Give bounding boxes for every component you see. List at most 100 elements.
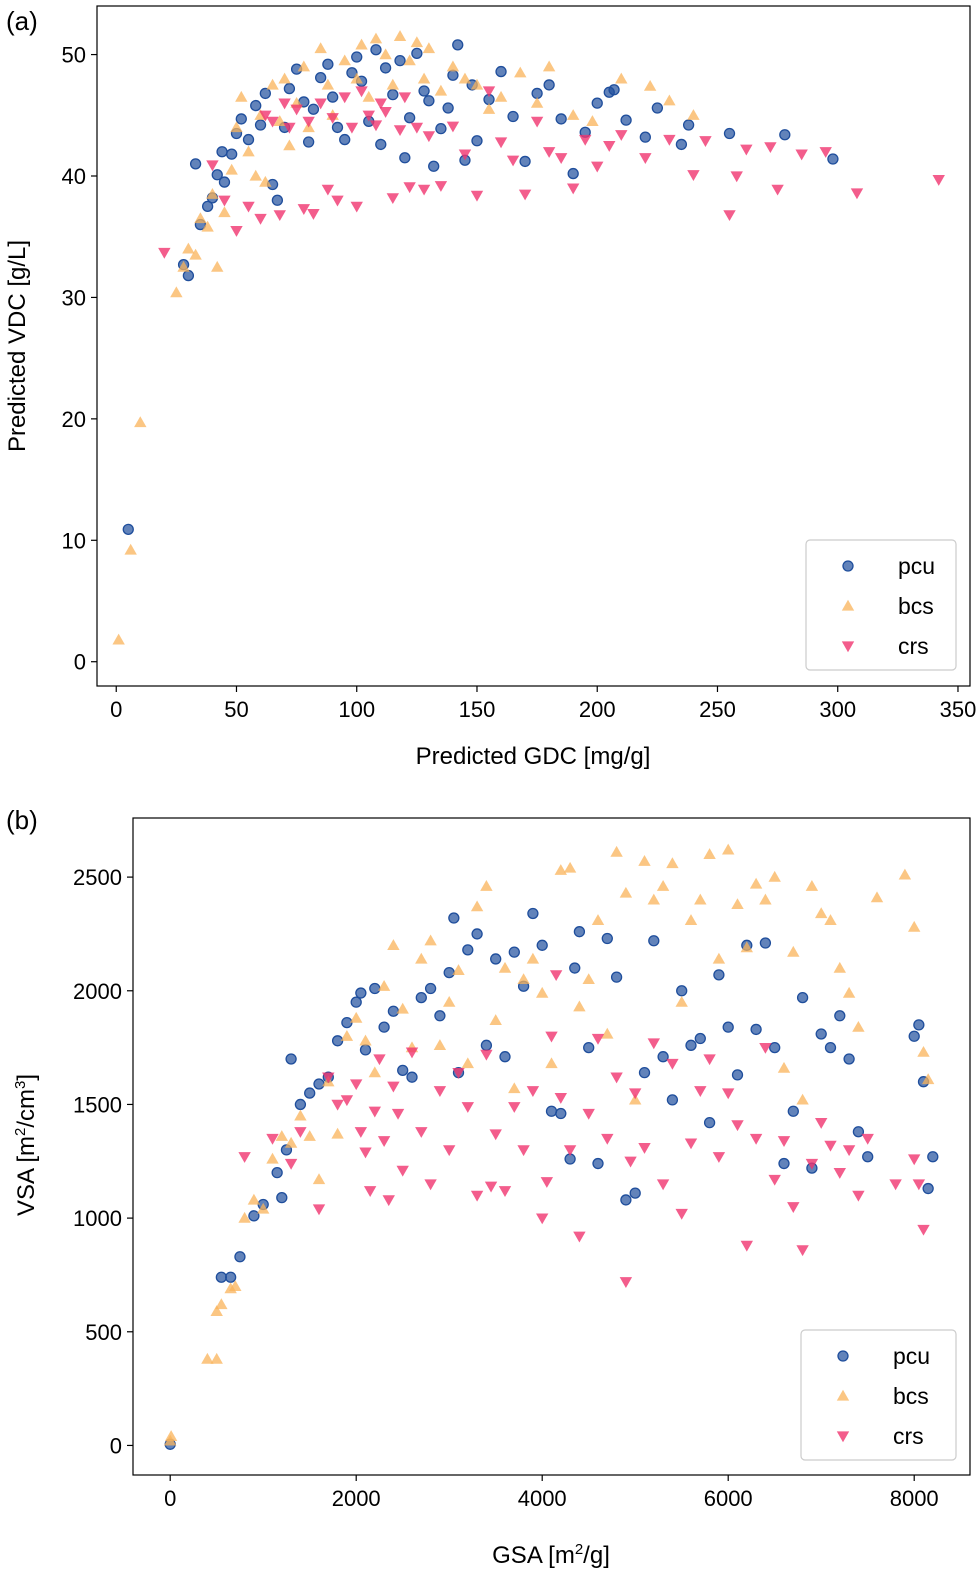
data-point-bcs: [422, 42, 436, 54]
data-point-crs: [764, 142, 777, 154]
data-point-pcu: [675, 138, 688, 151]
data-point-crs: [340, 1095, 354, 1107]
x-axis-label-b: GSA [m2/g]: [492, 1541, 610, 1569]
legend-b: pcu bcs crs: [800, 1329, 957, 1461]
data-point-crs: [508, 1102, 521, 1113]
data-point-crs: [506, 155, 520, 167]
data-point-crs: [283, 122, 296, 134]
data-point-crs: [610, 1072, 623, 1084]
legend-marker-crs: [841, 641, 855, 653]
points-group-b: [164, 843, 939, 1450]
data-point-crs: [805, 1158, 819, 1170]
data-point-pcu: [499, 1051, 511, 1063]
data-point-bcs: [545, 1057, 558, 1069]
data-point-pcu: [666, 1094, 679, 1106]
data-point-crs: [266, 1133, 279, 1145]
data-point-crs: [489, 1129, 502, 1141]
legend-box-a: [805, 539, 957, 671]
data-point-crs: [712, 1152, 726, 1163]
data-point-pcu: [276, 1192, 288, 1204]
legend-label-pcu: pcu: [898, 553, 935, 579]
data-point-bcs: [359, 1034, 372, 1046]
data-point-pcu: [722, 1021, 734, 1033]
data-point-bcs: [415, 952, 428, 964]
data-point-crs: [368, 1106, 381, 1118]
data-point-pcu: [583, 1041, 595, 1054]
x-tick-label: 150: [459, 697, 496, 722]
data-point-crs: [663, 134, 676, 146]
data-point-bcs: [675, 995, 688, 1007]
data-point-bcs: [643, 79, 657, 91]
legend-label-pcu: pcu: [893, 1343, 930, 1369]
data-point-pcu: [428, 160, 440, 172]
data-point-pcu: [592, 1157, 604, 1170]
data-point-bcs: [218, 206, 231, 218]
data-point-bcs: [842, 986, 856, 998]
panel-label-a: (a): [6, 6, 38, 36]
data-point-pcu: [271, 1166, 283, 1179]
data-point-bcs: [350, 1011, 363, 1023]
data-point-pcu: [591, 97, 603, 109]
x-tick-label: 300: [819, 697, 856, 722]
data-point-bcs: [917, 1045, 930, 1057]
data-point-bcs: [283, 139, 296, 151]
data-point-bcs: [387, 939, 400, 950]
panel-a-plot: 0 50 100 150 200 250 300 350 0 10 20 30 40 50 Predict…: [4, 5, 976, 770]
data-point-crs: [542, 147, 556, 158]
data-point-crs: [458, 149, 472, 161]
data-point-crs: [518, 189, 532, 201]
data-point-pcu: [769, 1041, 781, 1054]
data-point-bcs: [294, 1109, 307, 1121]
data-point-bcs: [619, 886, 633, 898]
y-tick-label: 0: [110, 1433, 122, 1458]
x-tick-label: 4000: [518, 1486, 567, 1511]
data-point-bcs: [369, 32, 383, 44]
data-point-pcu: [387, 88, 399, 101]
data-point-pcu: [648, 935, 660, 947]
data-point-pcu: [122, 523, 134, 536]
data-point-bcs: [170, 286, 183, 298]
data-point-bcs: [586, 115, 599, 127]
data-point-pcu: [824, 1041, 837, 1054]
data-point-pcu: [403, 112, 416, 124]
data-point-crs: [540, 1177, 554, 1188]
data-point-bcs: [731, 898, 744, 910]
data-point-bcs: [498, 961, 512, 973]
data-point-pcu: [471, 135, 483, 147]
data-point-pcu: [778, 1157, 790, 1170]
data-point-pcu: [302, 136, 315, 148]
data-point-crs: [554, 153, 568, 164]
data-point-bcs: [494, 90, 508, 102]
data-point-crs: [434, 181, 448, 192]
data-point-crs: [731, 1120, 744, 1132]
data-point-pcu: [676, 985, 688, 997]
data-point-bcs: [446, 60, 460, 72]
data-point-bcs: [211, 260, 224, 272]
data-point-crs: [480, 1049, 493, 1061]
data-point-crs: [912, 1179, 926, 1191]
data-point-pcu: [359, 1044, 372, 1056]
data-point-bcs: [355, 38, 368, 50]
data-point-bcs: [403, 54, 416, 66]
data-point-crs: [749, 1133, 763, 1145]
data-point-crs: [307, 208, 320, 220]
data-point-pcu: [834, 1010, 846, 1022]
data-point-bcs: [759, 893, 772, 905]
legend-label-crs: crs: [893, 1423, 924, 1449]
data-point-bcs: [230, 121, 243, 133]
data-point-crs: [363, 1186, 377, 1198]
data-point-bcs: [303, 1130, 316, 1141]
data-point-crs: [278, 98, 291, 110]
data-point-crs: [345, 122, 359, 134]
data-point-bcs: [235, 90, 248, 102]
data-point-crs: [582, 1108, 595, 1120]
legend-label-crs: crs: [898, 633, 929, 659]
data-point-crs: [842, 1145, 856, 1157]
data-point-crs: [526, 1086, 540, 1098]
data-point-pcu: [285, 1053, 297, 1065]
data-point-bcs: [124, 543, 137, 555]
data-point-bcs: [647, 893, 660, 905]
data-point-bcs: [482, 103, 496, 114]
data-point-pcu: [490, 953, 502, 965]
data-point-crs: [850, 188, 864, 200]
